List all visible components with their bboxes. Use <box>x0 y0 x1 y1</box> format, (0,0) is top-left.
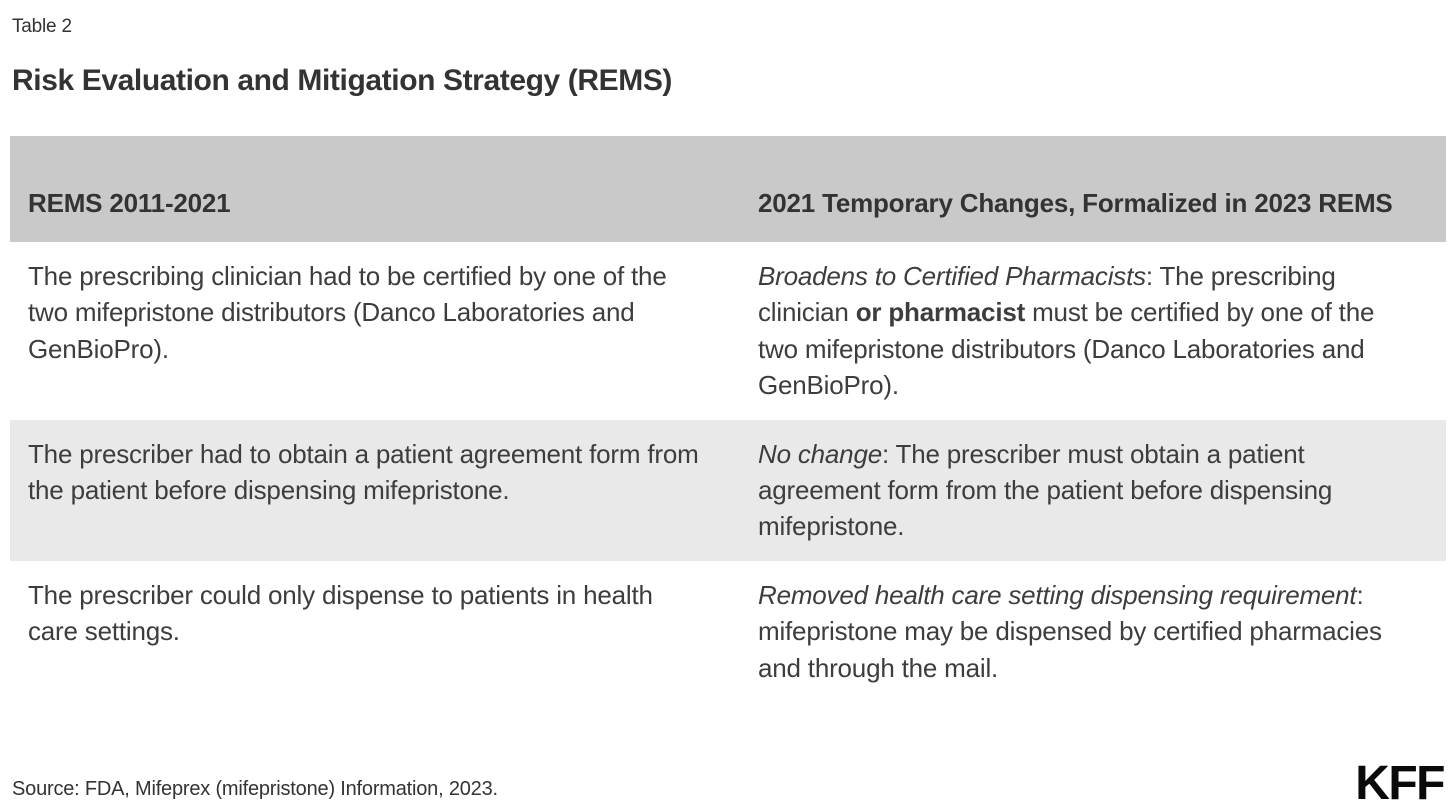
rems-table: REMS 2011-2021 2021 Temporary Changes, F… <box>10 136 1446 702</box>
cell-text: : mifepristone may be dispensed by certi… <box>758 579 1382 683</box>
table-row: The prescriber had to obtain a patient a… <box>10 419 1446 561</box>
cell-new-rems-agreement-form: No change: The prescriber must obtain a … <box>740 419 1446 561</box>
header-row: REMS 2011-2021 2021 Temporary Changes, F… <box>10 136 1446 242</box>
page-title: Risk Evaluation and Mitigation Strategy … <box>12 64 673 97</box>
cell-old-rems-agreement-form: The prescriber had to obtain a patient a… <box>10 419 740 561</box>
cell-new-rems-certification: Broadens to Certified Pharmacists: The p… <box>740 242 1446 420</box>
cell-old-rems-dispensing: The prescriber could only dispense to pa… <box>28 579 653 647</box>
column-header-rems-2011-2021: REMS 2011-2021 <box>10 136 740 242</box>
cell-text: must be certified by one of the two mife… <box>758 297 1375 401</box>
kff-logo: KFF <box>1355 756 1445 810</box>
bold-text: or pharmacist <box>855 297 1026 328</box>
cell-old-rems-certification: The prescribing clinician had to be cert… <box>28 261 667 364</box>
italic-lead: Broadens to Certified Pharmacists <box>758 261 1146 291</box>
italic-lead: Removed health care setting dispensing r… <box>758 579 1357 610</box>
column-header-label: REMS 2011-2021 <box>28 188 231 219</box>
italic-lead: No change <box>758 438 882 469</box>
footer: Source: FDA, Mifeprex (mifepristone) Inf… <box>12 756 1445 810</box>
table-row: The prescribing clinician had to be cert… <box>10 242 1446 420</box>
column-header-2021-changes: 2021 Temporary Changes, Formalized in 20… <box>740 136 1446 242</box>
column-header-label: 2021 Temporary Changes, Formalized in 20… <box>758 188 1393 219</box>
source-note: Source: FDA, Mifeprex (mifepristone) Inf… <box>12 777 498 800</box>
cell-new-rems-dispensing: Removed health care setting dispensing r… <box>740 561 1446 702</box>
cell-text: : The prescriber must obtain a patient a… <box>758 438 1333 542</box>
cell-text: : The prescribing clinician <box>758 261 1336 328</box>
table-row: The prescriber could only dispense to pa… <box>10 561 1446 702</box>
table-label: Table 2 <box>12 16 72 37</box>
